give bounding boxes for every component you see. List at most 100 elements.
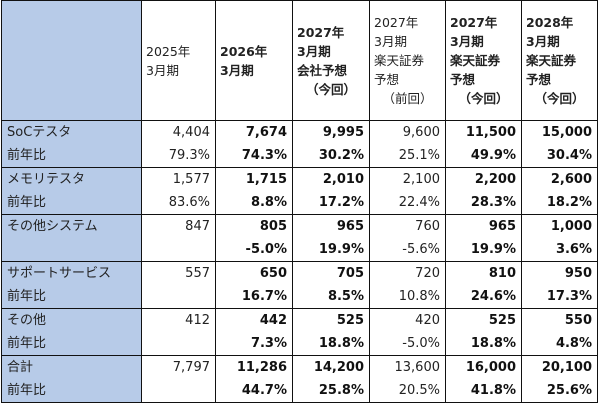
table-row-yoy: 前年比 16.7% 8.5% 10.8% 24.6% 17.3%: [1, 285, 598, 309]
table-row: その他システム 847 805 965 760 965 1,000: [1, 214, 598, 238]
yoy-cell: 3.6%: [521, 238, 598, 262]
value-cell: 442: [215, 308, 293, 332]
header-line: 2027年: [450, 15, 498, 30]
row-label: その他システム: [1, 214, 142, 238]
yoy-cell: 44.7%: [215, 379, 293, 403]
row-label: その他: [1, 308, 142, 332]
yoy-cell: [141, 379, 216, 403]
header-line: 楽天証券: [526, 53, 577, 68]
value-cell: 760: [369, 214, 446, 238]
table-row: その他 412 442 525 420 525 550: [1, 308, 598, 332]
yoy-cell: 18.8%: [292, 332, 370, 356]
yoy-cell: 79.3%: [141, 144, 216, 168]
value-cell: 11,286: [215, 355, 293, 379]
header-line: 3月期: [526, 34, 560, 49]
table-row-yoy: 前年比 44.7% 25.8% 20.5% 41.8% 25.6%: [1, 379, 598, 403]
table-row: SoCテスタ 4,404 7,674 9,995 9,600 11,500 15…: [1, 120, 598, 144]
header-line: 2027年: [297, 24, 345, 40]
header-fy2026: 2026年 3月期: [215, 0, 293, 121]
header-fy2027-rakuten-now: 2027年 3月期 楽天証券 予想 （今回）: [445, 0, 522, 121]
header-line: 2027年: [374, 15, 419, 30]
header-line: 2025年: [146, 43, 191, 59]
row-label: SoCテスタ: [1, 120, 142, 144]
value-cell: 420: [369, 308, 446, 332]
header-fy2028-rakuten-now: 2028年 3月期 楽天証券 予想 （今回）: [521, 0, 598, 121]
value-cell: 805: [215, 214, 293, 238]
value-cell: 11,500: [445, 120, 522, 144]
value-cell: 7,674: [215, 120, 293, 144]
yoy-cell: 8.8%: [215, 191, 293, 215]
yoy-cell: 20.5%: [369, 379, 446, 403]
value-cell: 965: [445, 214, 522, 238]
value-cell: 4,404: [141, 120, 216, 144]
value-cell: 525: [292, 308, 370, 332]
table-row: サポートサービス 557 650 705 720 810 950: [1, 261, 598, 285]
value-cell: 15,000: [521, 120, 598, 144]
yoy-cell: 30.4%: [521, 144, 598, 168]
header-line: 3月期: [297, 43, 331, 59]
yoy-label: 前年比: [1, 285, 142, 309]
header-line: 会社予想: [297, 62, 348, 78]
yoy-cell: -5.0%: [215, 238, 293, 262]
value-cell: 550: [521, 308, 598, 332]
yoy-cell: 8.5%: [292, 285, 370, 309]
value-cell: 13,600: [369, 355, 446, 379]
header-line: 予想: [374, 72, 400, 87]
value-cell: 720: [369, 261, 446, 285]
value-cell: 847: [141, 214, 216, 238]
header-line: 予想: [526, 72, 552, 87]
value-cell: 2,200: [445, 167, 522, 191]
yoy-cell: 4.8%: [521, 332, 598, 356]
yoy-cell: 17.2%: [292, 191, 370, 215]
row-label: 合計: [1, 355, 142, 379]
header-line: 3月期: [450, 34, 484, 49]
value-cell: 412: [141, 308, 216, 332]
header-line: （今回）: [305, 81, 356, 97]
table-row-yoy: 前年比 83.6% 8.8% 17.2% 22.4% 28.3% 18.2%: [1, 191, 598, 215]
value-cell: 950: [521, 261, 598, 285]
header-fy2027-company: 2027年 3月期 会社予想 （今回）: [292, 0, 370, 121]
yoy-cell: 19.9%: [445, 238, 522, 262]
value-cell: 1,000: [521, 214, 598, 238]
row-label: サポートサービス: [1, 261, 142, 285]
yoy-cell: 49.9%: [445, 144, 522, 168]
value-cell: 1,715: [215, 167, 293, 191]
value-cell: 20,100: [521, 355, 598, 379]
yoy-cell: [141, 238, 216, 262]
yoy-cell: 17.3%: [521, 285, 598, 309]
yoy-cell: 16.7%: [215, 285, 293, 309]
yoy-cell: 7.3%: [215, 332, 293, 356]
yoy-cell: [141, 332, 216, 356]
yoy-cell: [141, 285, 216, 309]
header-line: （今回）: [534, 91, 585, 106]
header-fy2025: 2025年 3月期: [141, 0, 216, 121]
yoy-cell: -5.0%: [369, 332, 446, 356]
value-cell: 9,600: [369, 120, 446, 144]
value-cell: 650: [215, 261, 293, 285]
header-line: 予想: [450, 72, 476, 87]
yoy-cell: 30.2%: [292, 144, 370, 168]
row-label: メモリテスタ: [1, 167, 142, 191]
header-row: 2025年 3月期 2026年 3月期 2027年 3月期 会社予想 （今回） …: [1, 0, 598, 121]
header-fy2027-rakuten-prev: 2027年 3月期 楽天証券 予想 （前回）: [369, 0, 446, 121]
yoy-label: 前年比: [1, 191, 142, 215]
header-line: 2028年: [526, 15, 574, 30]
yoy-cell: 18.8%: [445, 332, 522, 356]
table-row-yoy: -5.0% 19.9% -5.6% 19.9% 3.6%: [1, 238, 598, 262]
value-cell: 705: [292, 261, 370, 285]
value-cell: 525: [445, 308, 522, 332]
yoy-cell: 24.6%: [445, 285, 522, 309]
header-line: 2026年: [220, 43, 268, 59]
value-cell: 557: [141, 261, 216, 285]
yoy-cell: 25.8%: [292, 379, 370, 403]
table-row-yoy: 前年比 79.3% 74.3% 30.2% 25.1% 49.9% 30.4%: [1, 144, 598, 168]
table-row-yoy: 前年比 7.3% 18.8% -5.0% 18.8% 4.8%: [1, 332, 598, 356]
value-cell: 2,600: [521, 167, 598, 191]
value-cell: 7,797: [141, 355, 216, 379]
value-cell: 2,100: [369, 167, 446, 191]
yoy-cell: 25.1%: [369, 144, 446, 168]
header-line: （今回）: [458, 91, 509, 106]
value-cell: 2,010: [292, 167, 370, 191]
yoy-label: [1, 238, 142, 262]
